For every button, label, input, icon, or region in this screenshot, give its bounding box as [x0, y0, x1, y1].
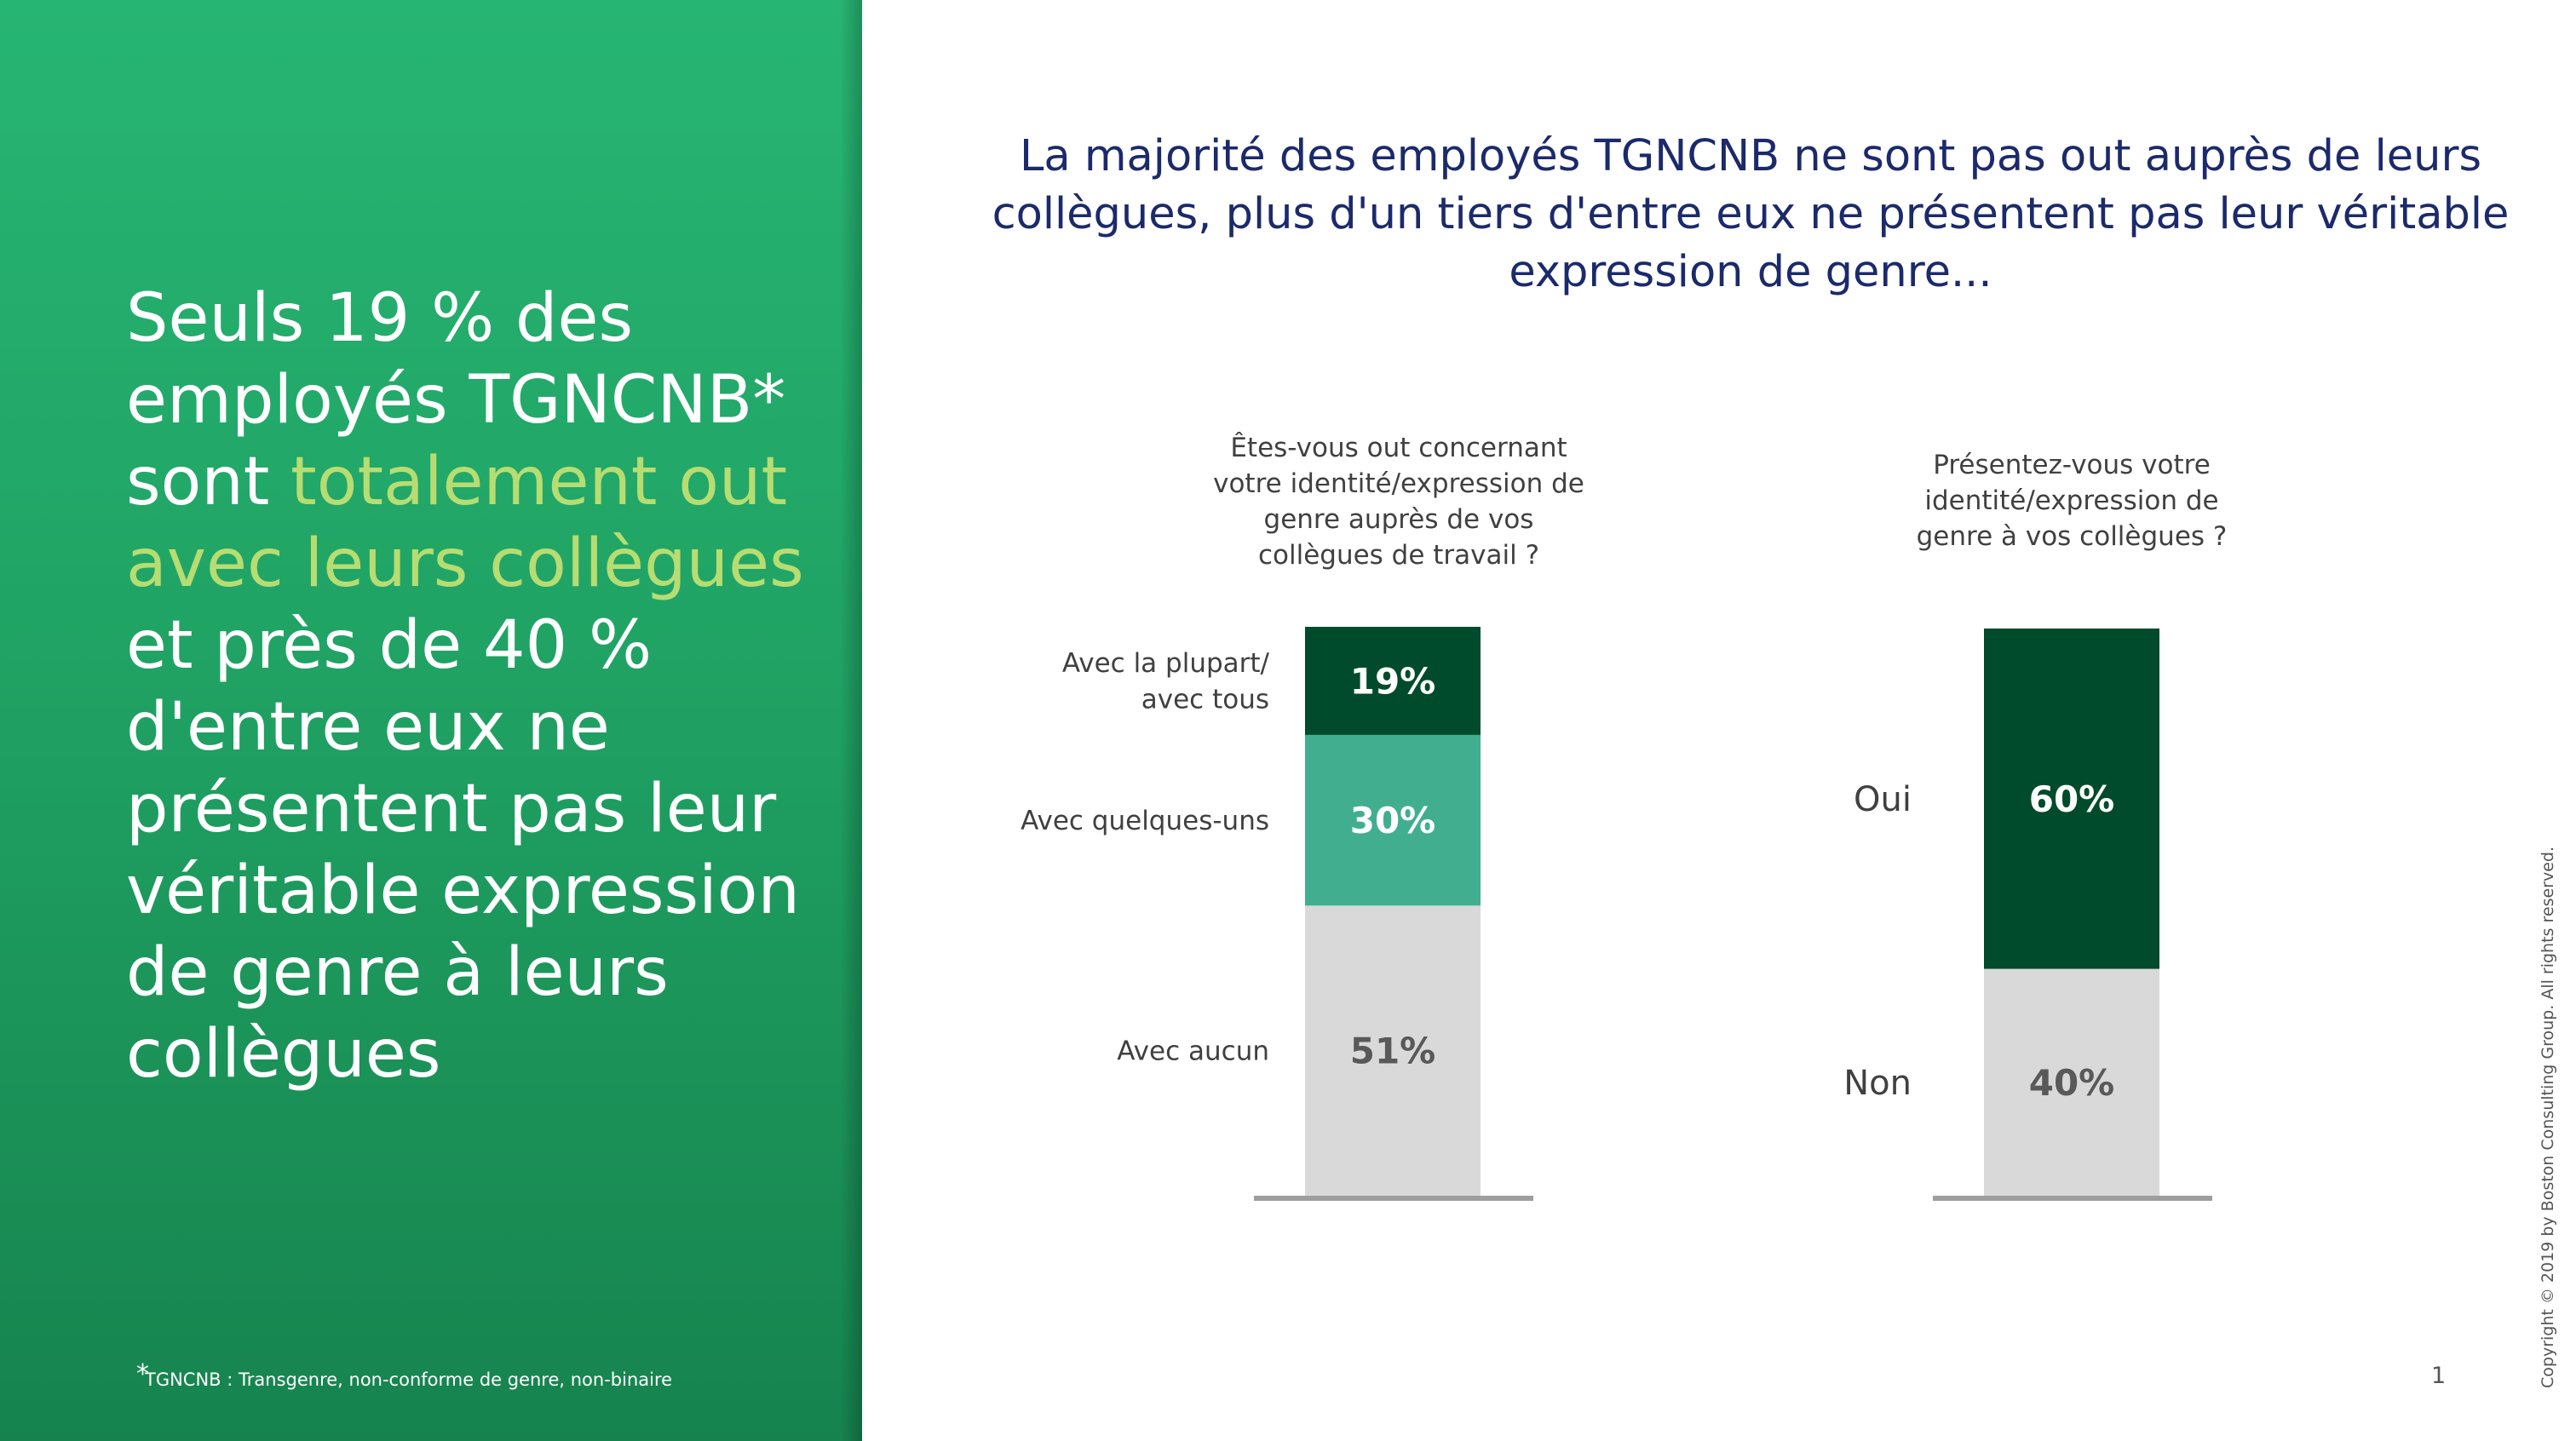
- chart-2-segment-2: [1984, 629, 2159, 969]
- chart-1-value-label-2: 30%: [1350, 800, 1436, 841]
- chart-1-value-label-1: 51%: [1350, 1031, 1436, 1072]
- chart-1-category-label: avec tous: [1141, 685, 1269, 715]
- chart-2-title-line: genre à vos collègues ?: [1917, 521, 2228, 552]
- chart-1-value-label-3: 19%: [1350, 660, 1436, 702]
- chart-2-category-label: Oui: [1854, 780, 1912, 819]
- footnote-star: *: [136, 1359, 149, 1389]
- chart-1-segment-2: [1305, 734, 1481, 906]
- left-panel: Seuls 19 % des employés TGNCNB* sont tot…: [0, 0, 862, 1441]
- chart-2-category-label: Non: [1843, 1064, 1912, 1103]
- chart-2-value-label-1: 40%: [2029, 1062, 2115, 1104]
- page-number: 1: [2431, 1363, 2447, 1389]
- headline-part-2: et près de 40 % d'entre eux ne présenten…: [126, 607, 800, 1093]
- chart-2-title-line: Présentez-vous votre: [1933, 450, 2211, 480]
- footnote-text: TGNCNB : Transgenre, non-conforme de gen…: [145, 1369, 673, 1390]
- footnote: * TGNCNB : Transgenre, non-conforme de g…: [136, 1359, 673, 1390]
- main-title: La majorité des employés TGNCNB ne sont …: [992, 131, 2510, 297]
- chart-1-segment-1: [1305, 905, 1481, 1196]
- headline: Seuls 19 % des employés TGNCNB* sont tot…: [126, 278, 842, 1095]
- chart-1-title-line: genre auprès de vos: [1264, 504, 1534, 535]
- charts: Êtes-vous out concernant votre identité/e…: [1021, 433, 2228, 1201]
- chart-2-title-line: identité/expression de: [1924, 485, 2218, 516]
- chart-1-title-line: collègues de travail ?: [1258, 540, 1539, 571]
- headline-part-1: Seuls 19 % des employés TGNCNB* sont: [126, 280, 786, 520]
- chart-2-value-label-2: 60%: [2029, 778, 2115, 820]
- chart-1-category-label: Avec la plupart/: [1062, 648, 1270, 679]
- chart-1-category-label: Avec aucun: [1117, 1036, 1269, 1067]
- chart-1-category-label: Avec quelques-uns: [1021, 806, 1269, 836]
- copyright-notice: Copyright © 2019 by Boston Consulting Gr…: [2539, 846, 2557, 1388]
- chart-1-title-line: votre identité/expression de: [1213, 468, 1584, 499]
- chart-1-segment-3: [1305, 627, 1481, 735]
- chart-1-title-line: Êtes-vous out concernant: [1230, 433, 1567, 463]
- headline-highlight: totalement out avec leurs collègues: [126, 444, 804, 602]
- chart-2-segment-1: [1984, 968, 2159, 1196]
